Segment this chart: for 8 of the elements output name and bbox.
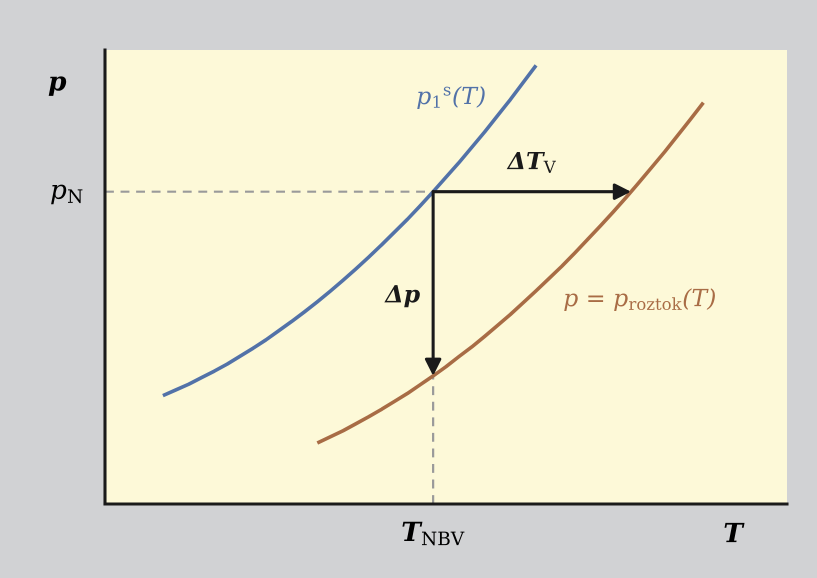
series-label: p = p$_{roztok}$(T) [564, 288, 715, 312]
text: T$_{NBV}$ [402, 522, 464, 546]
x-axis-title: T [724, 522, 745, 542]
series-label: p$_{1}$$^{s}$(T) [417, 86, 485, 109]
annotation: Δp [384, 285, 420, 308]
y-axis-title: p [48, 76, 66, 96]
annotation: ΔT$_{V}$ [506, 152, 556, 173]
ref-line-label: p$_{N}$ [51, 184, 82, 204]
